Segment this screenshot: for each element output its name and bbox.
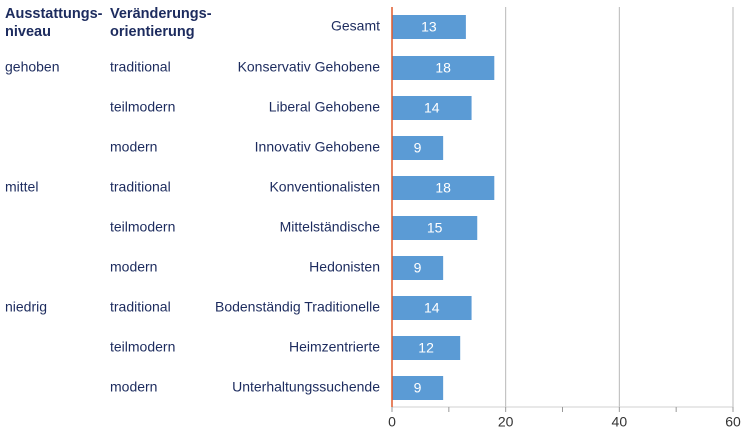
bar bbox=[392, 216, 478, 240]
value-label: 9 bbox=[414, 140, 422, 156]
x-tick-label: 60 bbox=[725, 414, 741, 430]
level-label: mittel bbox=[5, 179, 38, 195]
y-tick-label: Liberal Gehobene bbox=[269, 99, 381, 115]
orientation-label: modern bbox=[110, 379, 157, 395]
value-label: 14 bbox=[424, 100, 440, 116]
bar bbox=[392, 96, 472, 120]
y-tick-label: Bodenständig Traditionelle bbox=[215, 299, 380, 315]
bar bbox=[392, 15, 466, 39]
column-header: Veränderungs- bbox=[110, 6, 212, 22]
y-tick-label: Gesamt bbox=[331, 18, 380, 34]
orientation-label: teilmodern bbox=[110, 99, 175, 115]
value-label: 9 bbox=[414, 260, 422, 276]
level-label: gehoben bbox=[5, 59, 60, 75]
x-tick-label: 0 bbox=[388, 414, 396, 430]
bar bbox=[392, 256, 444, 280]
orientation-label: modern bbox=[110, 259, 157, 275]
y-tick-label: Heimzentrierte bbox=[289, 339, 380, 355]
y-tick-label: Mittelständische bbox=[280, 219, 381, 235]
value-label: 12 bbox=[418, 340, 434, 356]
y-tick-label: Konservativ Gehobene bbox=[238, 59, 381, 75]
bar bbox=[392, 336, 461, 360]
orientation-label: modern bbox=[110, 139, 157, 155]
level-label: niedrig bbox=[5, 299, 47, 315]
value-label: 15 bbox=[427, 220, 443, 236]
orientation-label: traditional bbox=[110, 179, 171, 195]
bar bbox=[392, 296, 472, 320]
x-tick-label: 40 bbox=[612, 414, 628, 430]
x-tick-label: 20 bbox=[498, 414, 514, 430]
bar bbox=[392, 176, 495, 200]
column-header: Ausstattungs- bbox=[5, 6, 103, 22]
orientation-label: teilmodern bbox=[110, 219, 175, 235]
orientation-label: teilmodern bbox=[110, 339, 175, 355]
bar bbox=[392, 136, 444, 160]
value-label: 14 bbox=[424, 300, 440, 316]
column-header: orientierung bbox=[110, 24, 195, 40]
y-tick-label: Hedonisten bbox=[309, 259, 380, 275]
value-label: 18 bbox=[435, 180, 451, 196]
value-label: 13 bbox=[421, 19, 437, 35]
bar bbox=[392, 56, 495, 80]
orientation-label: traditional bbox=[110, 299, 171, 315]
y-tick-label: Unterhaltungssuchende bbox=[232, 379, 380, 395]
bar bbox=[392, 376, 444, 400]
y-tick-label: Innovativ Gehobene bbox=[255, 139, 381, 155]
value-label: 18 bbox=[435, 60, 451, 76]
column-header: niveau bbox=[5, 24, 51, 40]
y-tick-label: Konventionalisten bbox=[269, 179, 380, 195]
value-label: 9 bbox=[414, 380, 422, 396]
orientation-label: traditional bbox=[110, 59, 171, 75]
